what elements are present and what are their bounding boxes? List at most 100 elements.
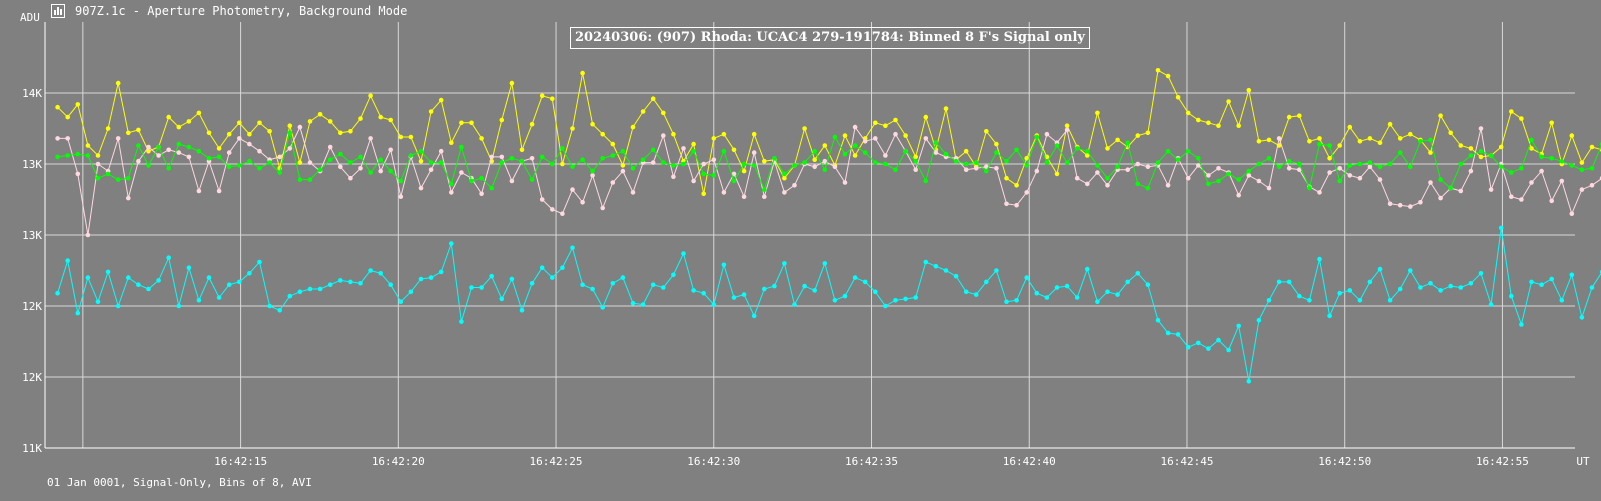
data-point xyxy=(226,164,232,170)
data-point xyxy=(1519,322,1524,327)
data-point xyxy=(1297,161,1302,167)
y-axis-label: ADU xyxy=(20,11,40,24)
data-point xyxy=(368,268,373,273)
data-point xyxy=(1347,124,1353,130)
bar-chart-app-icon[interactable] xyxy=(51,4,65,18)
data-point xyxy=(388,117,394,123)
data-point xyxy=(75,310,81,316)
data-point xyxy=(1337,143,1342,148)
data-point xyxy=(85,153,91,158)
data-point xyxy=(661,285,666,290)
data-point xyxy=(539,93,545,99)
data-point xyxy=(1246,379,1252,384)
data-point xyxy=(358,281,363,286)
data-point xyxy=(1509,293,1514,299)
data-point xyxy=(1327,170,1332,175)
data-point xyxy=(449,190,454,195)
data-point xyxy=(1266,185,1272,191)
data-point xyxy=(1529,146,1534,151)
data-point xyxy=(95,299,101,305)
data-point xyxy=(358,116,363,121)
data-point xyxy=(1256,139,1262,144)
data-point xyxy=(166,166,171,171)
data-point xyxy=(428,167,434,172)
data-point xyxy=(1286,279,1292,285)
data-point xyxy=(1307,185,1312,191)
data-point xyxy=(1297,167,1302,172)
data-point xyxy=(287,146,293,151)
data-point xyxy=(247,141,252,147)
data-point xyxy=(721,190,727,195)
data-point xyxy=(711,157,717,162)
data-point xyxy=(428,160,434,165)
data-point xyxy=(1115,292,1120,297)
data-point xyxy=(1085,153,1090,158)
data-point xyxy=(1226,347,1231,353)
data-point xyxy=(1367,136,1373,141)
data-point xyxy=(943,106,949,111)
data-point xyxy=(459,170,464,175)
data-point xyxy=(126,275,131,280)
data-point xyxy=(1216,166,1221,171)
data-point xyxy=(1488,153,1494,158)
data-point xyxy=(671,272,676,278)
data-point xyxy=(307,177,313,182)
data-point xyxy=(630,124,636,130)
data-point xyxy=(1458,161,1464,167)
data-point xyxy=(55,104,60,110)
data-point xyxy=(388,168,394,174)
data-point xyxy=(1064,123,1070,128)
data-point xyxy=(1185,148,1191,154)
data-point xyxy=(1054,171,1060,177)
data-point xyxy=(1135,271,1141,276)
data-point xyxy=(115,80,121,86)
data-point xyxy=(1509,194,1514,199)
data-point xyxy=(1468,168,1474,174)
data-point xyxy=(267,303,272,309)
data-point xyxy=(1246,87,1252,93)
data-point xyxy=(489,185,495,191)
data-point xyxy=(1337,290,1342,296)
data-point xyxy=(408,134,414,140)
series-3 xyxy=(55,225,1601,384)
data-point xyxy=(1014,202,1019,208)
data-point xyxy=(671,174,676,180)
data-point xyxy=(1297,113,1302,118)
data-point xyxy=(873,289,878,295)
data-point xyxy=(943,268,949,273)
data-point xyxy=(1347,288,1353,293)
data-point xyxy=(1196,117,1201,123)
data-point xyxy=(1387,201,1393,207)
data-point xyxy=(1054,143,1060,148)
x-tick-label: 16:42:15 xyxy=(214,455,267,468)
data-point xyxy=(842,133,848,138)
data-point xyxy=(287,123,293,128)
data-point xyxy=(1498,164,1504,170)
data-point xyxy=(640,302,646,307)
data-point xyxy=(994,141,999,147)
data-point xyxy=(570,187,575,192)
data-point xyxy=(1196,163,1201,168)
data-point xyxy=(418,276,424,282)
data-point xyxy=(1569,211,1575,216)
data-point xyxy=(852,143,858,148)
data-point xyxy=(792,183,797,188)
data-point xyxy=(509,80,515,86)
data-point xyxy=(580,282,585,288)
data-point xyxy=(338,151,343,157)
data-point xyxy=(560,265,565,271)
data-point xyxy=(1509,109,1514,114)
data-point xyxy=(751,163,757,168)
data-point xyxy=(317,167,323,172)
data-point xyxy=(1519,116,1524,121)
series-line xyxy=(57,69,1601,194)
data-point xyxy=(802,160,807,165)
data-point xyxy=(1347,173,1353,178)
data-point xyxy=(873,120,878,126)
x-tick-label: 16:42:45 xyxy=(1160,455,1213,468)
data-point xyxy=(822,167,828,172)
data-point xyxy=(186,265,192,271)
data-point xyxy=(923,259,929,265)
x-axis-label: UT xyxy=(1576,455,1590,468)
